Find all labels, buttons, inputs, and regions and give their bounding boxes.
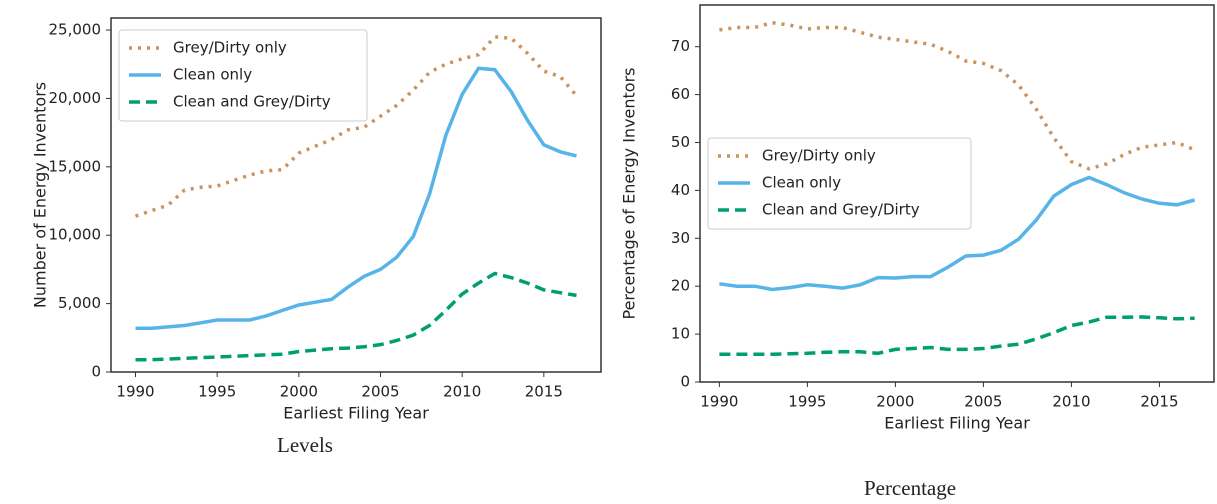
- x-tick-label: 2000: [280, 383, 318, 401]
- legend-label: Clean only: [173, 66, 252, 84]
- y-tick-label: 30: [671, 229, 690, 247]
- y-tick-label: 0: [91, 363, 101, 381]
- y-tick-label: 10,000: [49, 226, 102, 244]
- y-tick-label: 10: [671, 325, 690, 343]
- x-tick-label: 2015: [525, 383, 563, 401]
- legend-box: [707, 137, 972, 230]
- series-line: [719, 20, 1196, 171]
- caption: Percentage: [864, 476, 956, 500]
- legend-label: Grey/Dirty only: [173, 39, 287, 57]
- x-tick-label: 2010: [1052, 393, 1090, 411]
- x-tick-label: 1995: [198, 383, 236, 401]
- x-axis-label: Earliest Filing Year: [283, 404, 429, 423]
- y-axis-label: Percentage of Energy Inventors: [620, 68, 639, 320]
- x-tick-label: 1995: [788, 393, 826, 411]
- y-tick-label: 25,000: [49, 21, 102, 39]
- legend-box: [118, 29, 368, 122]
- series-line: [135, 271, 577, 362]
- y-tick-label: 0: [680, 373, 690, 391]
- y-tick-label: 40: [671, 181, 690, 199]
- y-tick-label: 70: [671, 37, 690, 55]
- plot-frame: [110, 17, 602, 373]
- y-tick-label: 15,000: [49, 157, 102, 175]
- series-line: [135, 66, 577, 330]
- series-line: [134, 35, 578, 218]
- x-tick-label: 1990: [116, 383, 154, 401]
- series-line: [719, 175, 1196, 292]
- y-tick-label: 20: [671, 277, 690, 295]
- x-axis-label: Earliest Filing Year: [884, 414, 1030, 433]
- x-tick-label: 2000: [876, 393, 914, 411]
- legend-label: Clean only: [762, 174, 841, 192]
- x-tick-label: 2005: [361, 383, 399, 401]
- y-tick-label: 50: [671, 133, 690, 151]
- caption: Levels: [277, 433, 333, 457]
- y-tick-label: 60: [671, 85, 690, 103]
- y-axis-label: Number of Energy Inventors: [31, 82, 50, 308]
- y-tick-label: 20,000: [49, 89, 102, 107]
- y-tick-label: 5,000: [58, 294, 101, 312]
- legend-label: Clean and Grey/Dirty: [762, 201, 920, 219]
- legend-label: Clean and Grey/Dirty: [173, 93, 331, 111]
- x-tick-label: 2015: [1140, 393, 1178, 411]
- series-line: [719, 315, 1195, 356]
- x-tick-label: 1990: [700, 393, 738, 411]
- legend-label: Grey/Dirty only: [762, 147, 876, 165]
- plot-frame: [699, 4, 1215, 383]
- x-tick-label: 2005: [964, 393, 1002, 411]
- x-tick-label: 2010: [443, 383, 481, 401]
